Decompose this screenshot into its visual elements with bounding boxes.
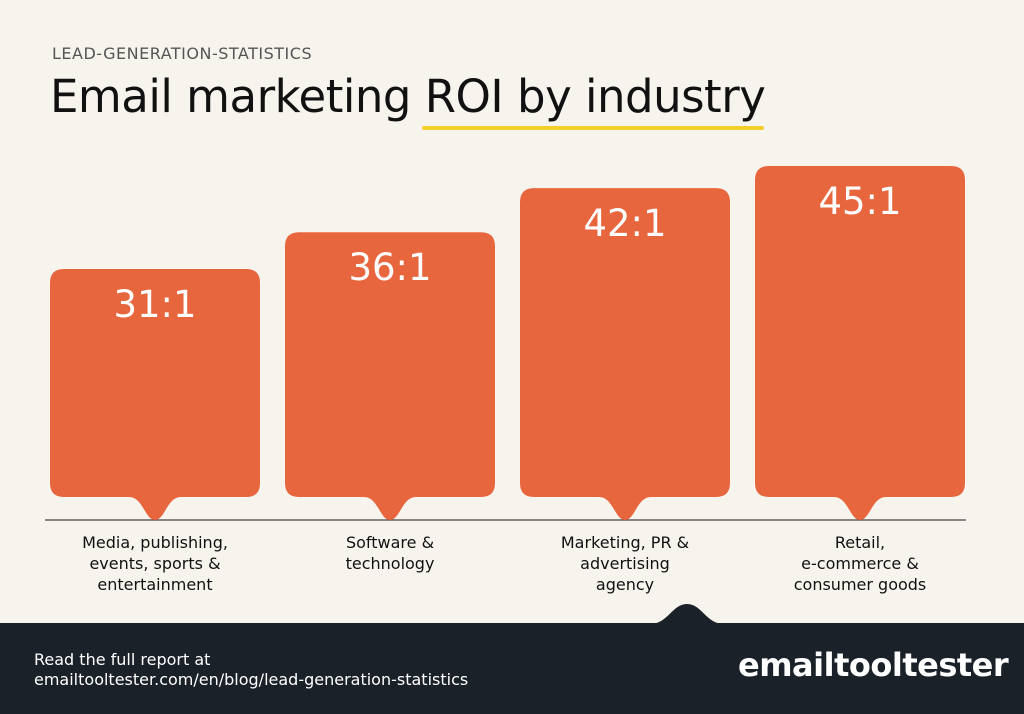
- category-label-3: Marketing, PR & advertising agency: [520, 532, 730, 595]
- bar-value-label-3: 42:1: [583, 202, 666, 245]
- page-title: Email marketing ROI by industry: [50, 70, 766, 123]
- title-underline: [422, 126, 764, 130]
- brand-logo: emailtooltester: [738, 646, 1009, 684]
- category-label-1: Media, publishing, events, sports & entert…: [50, 532, 260, 595]
- page-subtitle: LEAD-GENERATION-STATISTICS: [52, 44, 313, 63]
- footer-report-link[interactable]: emailtooltester.com/en/blog/lead-generat…: [34, 670, 469, 689]
- footer-read-text: Read the full report at: [34, 650, 211, 669]
- bar-4: [755, 166, 965, 520]
- category-label-line: Media, publishing,: [82, 533, 228, 552]
- category-label-2: Software & technology: [285, 532, 495, 574]
- bar-2: [285, 232, 495, 520]
- category-label-line: events, sports &: [89, 554, 221, 573]
- category-label-line: entertainment: [97, 575, 213, 594]
- bar-1: [50, 269, 260, 520]
- bar-value-label-4: 45:1: [818, 180, 901, 223]
- footer-notch: [650, 604, 724, 624]
- category-label-line: consumer goods: [793, 575, 927, 594]
- bar-3: [520, 188, 730, 521]
- category-label-line: agency: [595, 575, 655, 594]
- bar-value-label-2: 36:1: [348, 246, 431, 289]
- category-label-line: advertising: [580, 554, 670, 573]
- category-label-line: Software &: [345, 533, 435, 552]
- category-label-line: e-commerce &: [801, 554, 919, 573]
- category-label-line: Retail,: [834, 533, 886, 552]
- bar-value-label-1: 31:1: [113, 283, 196, 326]
- category-label-line: Marketing, PR &: [560, 533, 690, 552]
- footer-bar: [0, 623, 1024, 714]
- bar-chart: 31:1 36:1 42:1 45:1: [45, 166, 966, 521]
- category-label-4: Retail, e-commerce & consumer goods: [755, 532, 965, 595]
- category-label-line: technology: [345, 554, 435, 573]
